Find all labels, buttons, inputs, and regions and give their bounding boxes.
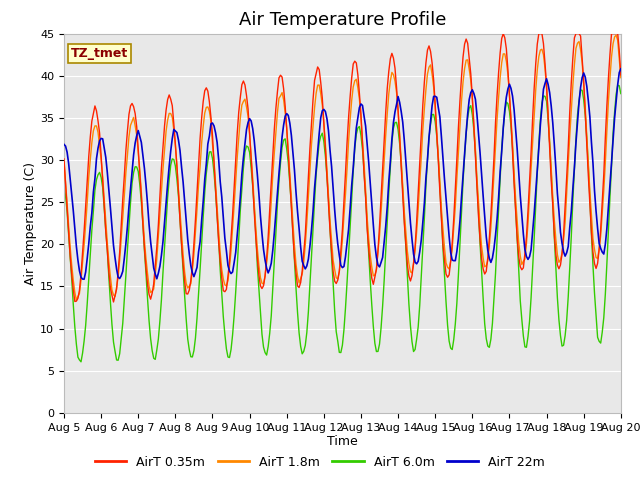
Title: Air Temperature Profile: Air Temperature Profile [239, 11, 446, 29]
Text: TZ_tmet: TZ_tmet [70, 47, 128, 60]
X-axis label: Time: Time [327, 435, 358, 448]
Legend: AirT 0.35m, AirT 1.8m, AirT 6.0m, AirT 22m: AirT 0.35m, AirT 1.8m, AirT 6.0m, AirT 2… [90, 451, 550, 474]
Y-axis label: Air Temperature (C): Air Temperature (C) [24, 162, 37, 285]
